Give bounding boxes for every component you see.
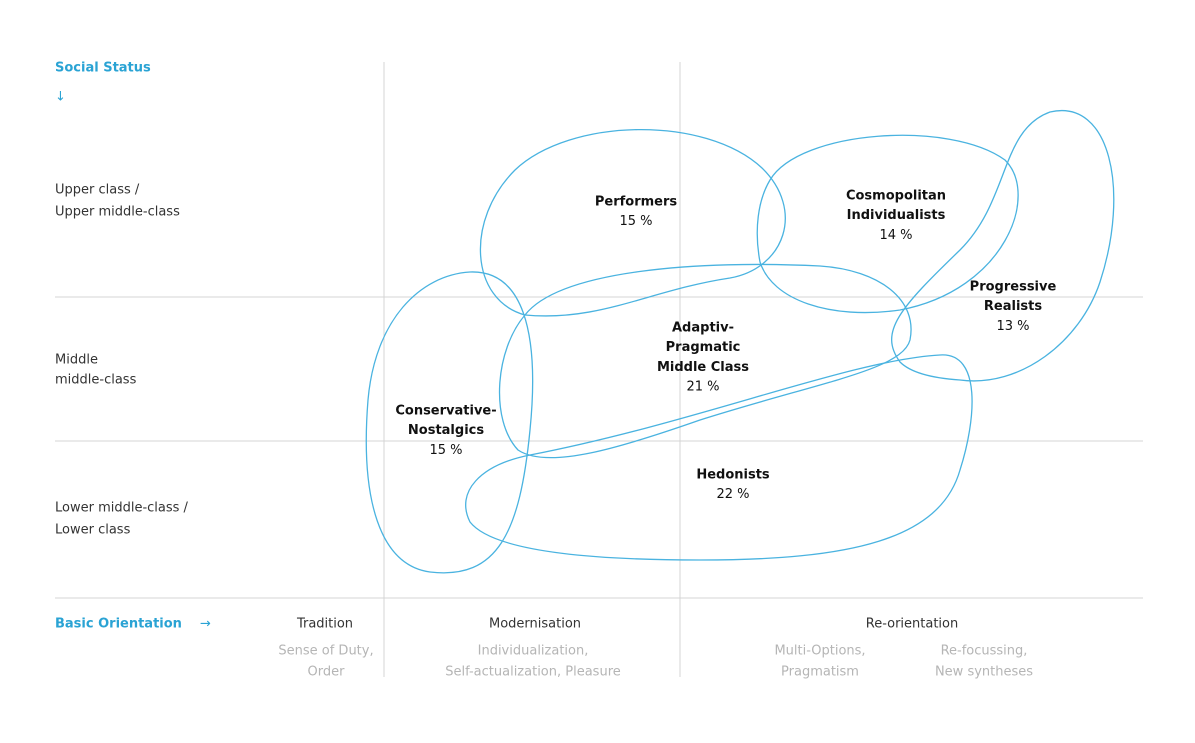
milieu-name: Performers [595, 195, 678, 210]
row-label: middle-class [55, 373, 137, 388]
grid [55, 62, 1143, 677]
blob-hedonists [465, 354, 973, 561]
milieu-name: Nostalgics [408, 423, 484, 438]
milieu-name: Adaptiv- [672, 321, 734, 336]
milieu-name: Hedonists [696, 468, 770, 483]
milieu-share: 15 % [619, 214, 652, 229]
row-label: Upper class / [55, 183, 140, 198]
blob-conservative [365, 271, 534, 574]
y-axis-title: Social Status [55, 61, 151, 76]
milieu-name: Pragmatic [666, 340, 741, 355]
column-heading: Modernisation [489, 617, 581, 632]
milieu-labels: Performers 15 % Cosmopolitan Individualists… [395, 189, 1056, 503]
milieu-share: 14 % [879, 228, 912, 243]
milieu-name: Individualists [847, 208, 946, 223]
column-sub: Multi-Options, [774, 644, 865, 659]
column-heading: Tradition [296, 617, 353, 632]
milieu-share: 15 % [429, 443, 462, 458]
row-label: Upper middle-class [55, 205, 180, 220]
column-sub: Self-actualization, Pleasure [445, 665, 621, 680]
row-label: Lower class [55, 523, 131, 538]
x-axis-title: Basic Orientation [55, 617, 182, 632]
column-sub: New syntheses [935, 665, 1033, 680]
milieu-share: 22 % [716, 487, 749, 502]
column-sub: Individualization, [478, 644, 589, 659]
blob-performers [479, 129, 786, 317]
milieu-name: Conservative- [395, 404, 496, 419]
x-axis-arrow: → [200, 617, 211, 632]
column-sub: Re-focussing, [941, 644, 1028, 659]
column-sub: Order [308, 665, 346, 680]
blob-progressive [891, 109, 1115, 382]
column-heading: Re-orientation [866, 617, 959, 632]
milieu-name: Progressive [970, 280, 1057, 295]
blob-adaptive [498, 263, 912, 459]
milieu-name: Realists [984, 299, 1042, 314]
y-axis-arrow: ↓ [55, 90, 66, 105]
milieu-name: Cosmopolitan [846, 189, 946, 204]
row-label: Middle [55, 353, 98, 368]
column-sub: Pragmatism [781, 665, 859, 680]
milieu-share: 21 % [686, 380, 719, 395]
milieu-share: 13 % [996, 319, 1029, 334]
milieu-name: Middle Class [657, 360, 749, 375]
blob-cosmopolitan [756, 134, 1019, 314]
blobs [365, 109, 1115, 574]
row-label: Lower middle-class / [55, 501, 189, 516]
column-sub: Sense of Duty, [278, 644, 373, 659]
